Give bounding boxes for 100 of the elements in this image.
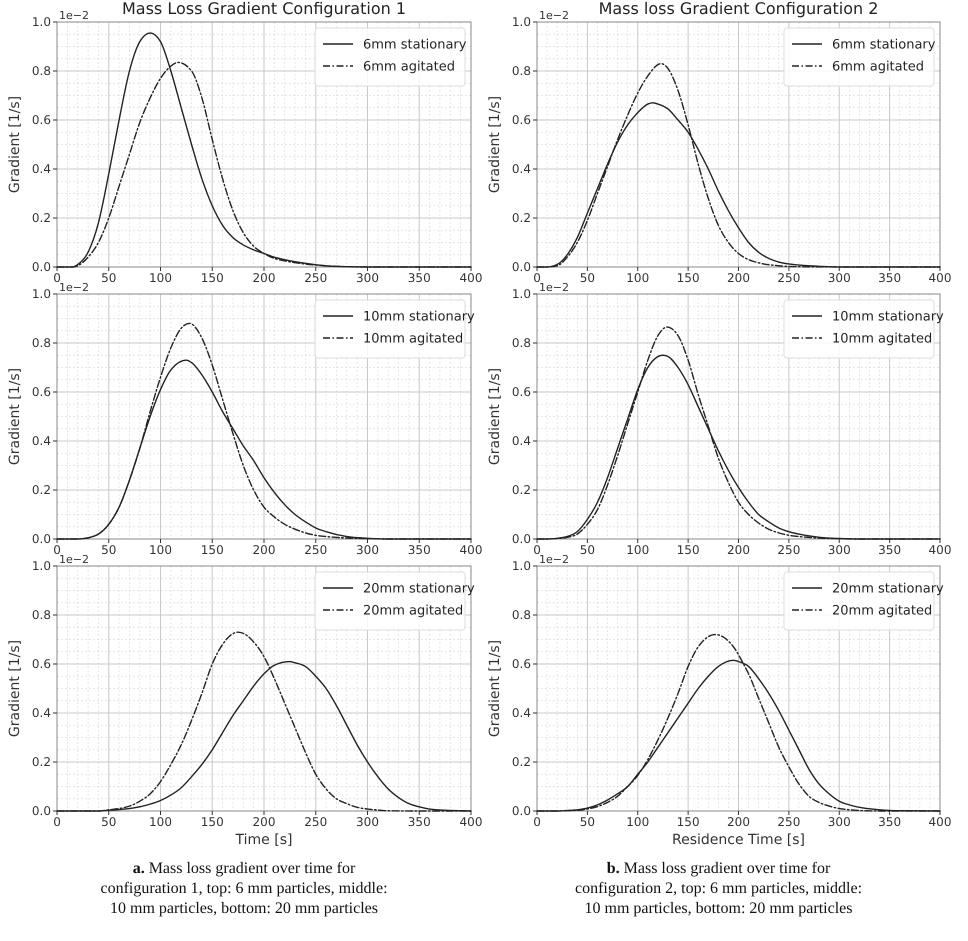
x-tick-label: 150	[200, 271, 224, 285]
x-tick-label: 0	[53, 815, 61, 829]
legend-label: 6mm stationary	[832, 38, 936, 53]
y-tick-label: 1.0	[32, 559, 51, 574]
y-tick-label: 0.6	[512, 113, 531, 128]
x-tick-label: 350	[408, 543, 431, 557]
y-tick-label: 0.6	[512, 657, 531, 672]
x-tick-label: 400	[928, 271, 952, 285]
x-tick-label: 200	[727, 271, 750, 285]
x-tick-label: 200	[252, 543, 276, 557]
x-axis-title: Residence Time [s]	[672, 832, 805, 848]
x-tick-label: 0	[533, 815, 541, 829]
y-tick-label: 0.8	[32, 608, 51, 622]
y-tick-label: 0.6	[32, 385, 51, 400]
y-tick-label: 0.0	[512, 532, 531, 546]
y-tick-label: 0.0	[512, 804, 531, 818]
x-tick-label: 300	[828, 815, 851, 829]
x-tick-label: 250	[777, 271, 800, 285]
y-tick-label: 0.4	[512, 162, 531, 176]
y-tick-label: 0.4	[512, 434, 531, 448]
x-tick-label: 150	[676, 271, 700, 285]
x-tick-label: 350	[878, 815, 902, 829]
annotation: 1e−2	[59, 281, 89, 294]
y-tick-label: 1.0	[32, 15, 51, 30]
y-tick-label: 1.0	[512, 287, 531, 302]
y-tick-label: 0.8	[512, 336, 531, 350]
legend-label: 10mm stationary	[832, 310, 944, 325]
x-tick-label: 50	[101, 543, 116, 557]
y-tick-label: 0.4	[32, 162, 51, 176]
x-tick-label: 150	[200, 543, 224, 557]
y-tick-label: 0.6	[32, 113, 51, 128]
y-tick-label: 0.8	[512, 64, 531, 78]
y-tick-label: 0.2	[32, 211, 51, 226]
x-tick-label: 400	[928, 815, 952, 829]
annotation: 1e−2	[539, 553, 569, 566]
x-tick-label: 350	[408, 271, 431, 285]
x-tick-label: 400	[460, 543, 482, 557]
x-tick-label: 0	[533, 271, 541, 285]
x-tick-label: 0	[53, 271, 61, 285]
x-tick-label: 50	[580, 543, 596, 557]
text: b. Mass loss gradient over time for configuration 2, top: 6 mm particles, middle: 10 mm particles, bottom: 20 mm particles	[574, 860, 862, 917]
y-tick-label: 0.2	[32, 483, 51, 498]
x-tick-label: 50	[580, 271, 596, 285]
x-tick-label: 250	[777, 815, 800, 829]
y-axis-title: Gradient [1/s]	[487, 640, 503, 738]
x-tick-label: 100	[149, 271, 172, 285]
x-tick-label: 100	[626, 271, 650, 285]
x-tick-label: 300	[356, 543, 379, 557]
y-tick-label: 0.0	[32, 260, 51, 274]
x-tick-label: 300	[828, 543, 851, 557]
x-tick-label: 200	[727, 543, 750, 557]
legend-label: 10mm agitated	[832, 332, 932, 347]
x-tick-label: 200	[727, 815, 750, 829]
x-tick-label: 300	[356, 815, 379, 829]
x-tick-label: 350	[878, 543, 902, 557]
x-tick-label: 250	[777, 543, 800, 557]
y-tick-label: 0.0	[32, 804, 51, 818]
y-tick-label: 0.2	[512, 211, 531, 226]
y-tick-label: 0.0	[512, 260, 531, 274]
y-tick-label: 0.4	[32, 434, 51, 448]
legend-label: 20mm agitated	[832, 604, 932, 619]
x-tick-label: 150	[676, 815, 700, 829]
x-tick-label: 0	[53, 543, 61, 557]
y-tick-label: 0.0	[32, 532, 51, 546]
x-tick-label: 250	[304, 543, 328, 557]
legend-label: 20mm agitated	[363, 604, 464, 619]
chart-title: Mass Loss Gradient Configuration 1	[122, 0, 406, 18]
y-axis-title: Gradient [1/s]	[487, 96, 503, 194]
x-tick-label: 200	[252, 271, 276, 285]
y-axis-title: Gradient [1/s]	[7, 96, 23, 194]
legend-label: 20mm stationary	[363, 582, 476, 597]
x-tick-label: 150	[200, 815, 224, 829]
legend-label: 10mm stationary	[363, 310, 476, 325]
y-tick-label: 1.0	[512, 15, 531, 30]
y-tick-label: 1.0	[512, 559, 531, 574]
y-axis-title: Gradient [1/s]	[7, 640, 23, 738]
legend-label: 6mm stationary	[363, 38, 467, 53]
annotation: 1e−2	[539, 9, 569, 22]
annotation: 1e−2	[59, 553, 89, 566]
y-axis-title: Gradient [1/s]	[7, 368, 23, 466]
y-tick-label: 0.4	[32, 706, 51, 720]
x-tick-label: 250	[304, 815, 328, 829]
text: a. Mass loss gradient over time for configuration 1, top: 6 mm particles, middle: 10 mm particles, bottom: 20 mm particles	[100, 860, 388, 917]
y-tick-label: 0.8	[32, 336, 51, 350]
x-tick-label: 250	[304, 271, 328, 285]
x-tick-label: 200	[252, 815, 276, 829]
y-tick-label: 0.4	[512, 706, 531, 720]
annotation: 1e−2	[59, 9, 89, 22]
x-axis-title: Time [s]	[234, 832, 292, 848]
y-tick-label: 0.6	[32, 657, 51, 672]
legend-label: 20mm stationary	[832, 582, 944, 597]
x-tick-label: 50	[101, 271, 116, 285]
x-tick-label: 150	[676, 543, 700, 557]
x-tick-label: 400	[928, 543, 952, 557]
x-tick-label: 100	[149, 815, 172, 829]
y-tick-label: 0.2	[32, 755, 51, 770]
y-tick-label: 0.2	[512, 483, 531, 498]
x-tick-label: 350	[878, 271, 902, 285]
legend-label: 10mm agitated	[363, 332, 464, 347]
x-tick-label: 100	[149, 543, 172, 557]
